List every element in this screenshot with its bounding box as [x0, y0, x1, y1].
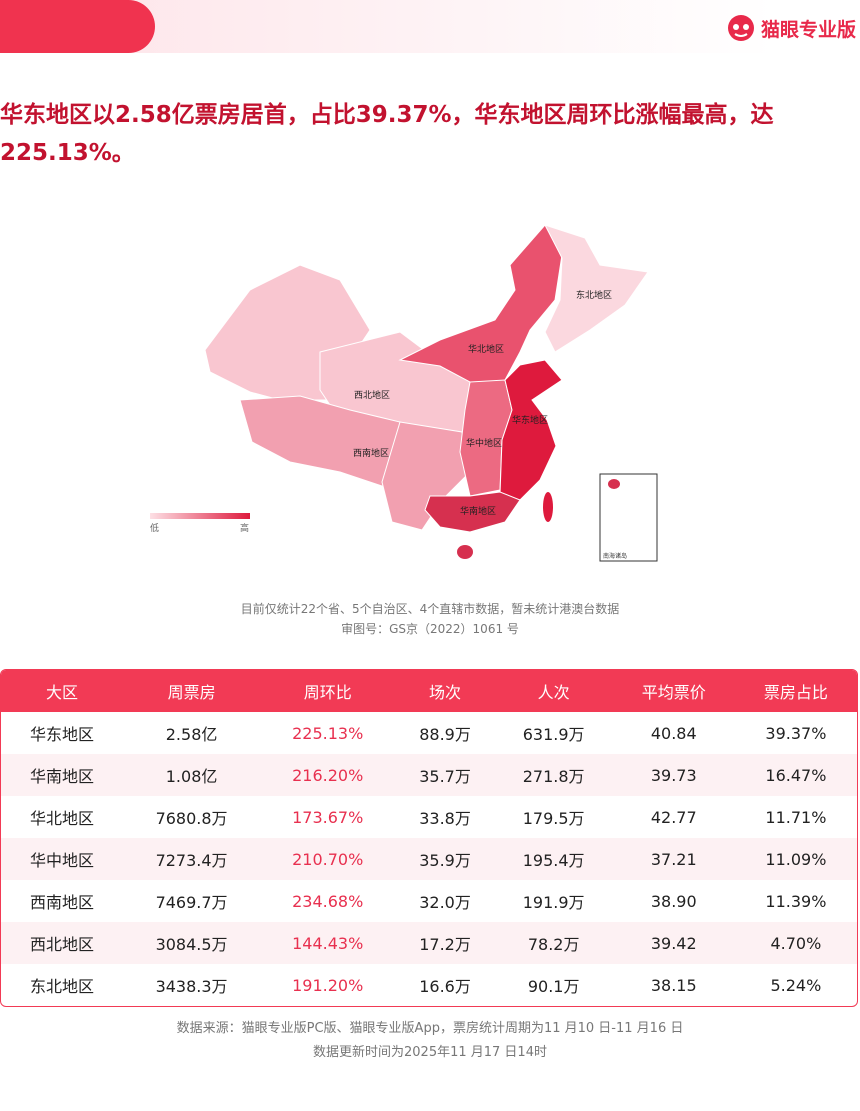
- table-cell: 11.71%: [765, 807, 827, 827]
- table-cell: 39.37%: [765, 723, 827, 743]
- headline: 华东地区以2.58亿票房居首，占比39.37%，华东地区周环比涨幅最高，达225…: [0, 102, 774, 166]
- table-cell: 195.4万: [494, 838, 613, 880]
- region-shape: [543, 492, 553, 522]
- table-cell: 234.68%: [292, 891, 364, 911]
- table-cell: 38.90: [650, 891, 697, 911]
- column-header: 周环比: [260, 670, 396, 712]
- table-cell: 631.9万: [522, 725, 585, 744]
- table-cell: 39.73: [612, 754, 735, 796]
- table-cell: 西南地区: [30, 893, 95, 912]
- table-cell: 华中地区: [1, 838, 124, 880]
- region-shape: [457, 545, 473, 559]
- table-cell: 华北地区: [30, 809, 95, 828]
- table-cell: 华东地区: [30, 725, 95, 744]
- legend-low: 低: [150, 522, 159, 534]
- region-label: 华中地区: [466, 437, 502, 449]
- column-header: 周票房: [123, 670, 261, 712]
- table-cell: 90.1万: [527, 977, 580, 996]
- table-cell: 4.70%: [734, 922, 857, 964]
- table-cell: 33.8万: [419, 809, 471, 828]
- table-cell: 210.70%: [260, 838, 396, 880]
- table-cell: 16.47%: [734, 754, 857, 796]
- map-note: 目前仅统计22个省、5个自治区、4个直辖市数据，暂未统计港澳台数据: [240, 602, 620, 616]
- table-cell: 11.39%: [765, 891, 827, 911]
- table-cell: 42.77: [650, 807, 697, 827]
- table-cell: 7680.8万: [155, 809, 228, 828]
- map-note: 审图号：GS京（2022）1061 号: [341, 622, 519, 636]
- column-header: 票房占比: [734, 670, 857, 712]
- table-cell: 2.58亿: [165, 725, 218, 744]
- inset-box: [599, 473, 658, 562]
- table-cell: 216.20%: [260, 754, 396, 796]
- table-cell: 191.9万: [522, 893, 585, 912]
- table-cell: 225.13%: [292, 723, 364, 743]
- table-row: 华北地区 7680.8万 173.67% 33.8万 179.5万 42.77 11.71%: [1, 796, 857, 838]
- legend-gradient: [150, 513, 250, 519]
- table-cell: 16.6万: [419, 977, 471, 996]
- table-cell: 32.0万: [419, 893, 471, 912]
- table-cell: 西北地区: [1, 922, 124, 964]
- footer-note: 数据更新时间为2025年11 月17 日14时: [313, 1045, 547, 1060]
- legend-high: 高: [240, 522, 249, 534]
- table-cell: 38.15: [650, 975, 697, 995]
- table-row: 西北地区 3084.5万 144.43% 17.2万 78.2万 39.42 4.70%: [1, 922, 857, 964]
- region-shape: [424, 491, 521, 533]
- region-shape: [608, 479, 620, 489]
- region-label: 华北地区: [468, 343, 504, 355]
- region-label: 华南地区: [460, 505, 496, 517]
- brand: 猫眼专业版: [727, 14, 856, 42]
- table-row: 东北地区 3438.3万 191.20% 16.6万 90.1万 38.15 5.24%: [1, 964, 857, 1006]
- region-label: 西北地区: [354, 389, 390, 401]
- table-row: 华中地区 7273.4万 210.70% 35.9万 195.4万 37.21 11.09%: [1, 838, 857, 880]
- region-label: 东北地区: [576, 289, 612, 301]
- inset-label: 南海诸岛: [603, 552, 627, 560]
- table-cell: 华南地区: [1, 754, 124, 796]
- table-row: 华南地区 1.08亿 216.20% 35.7万 271.8万 39.73 16.47%: [1, 754, 857, 796]
- table-cell: 271.8万: [494, 754, 613, 796]
- table-cell: 35.9万: [395, 838, 495, 880]
- brand-name: 猫眼专业版: [760, 18, 856, 41]
- column-header: 场次: [395, 670, 495, 712]
- column-header: 人次: [494, 670, 613, 712]
- region-shape: [543, 224, 649, 353]
- region-shape: [499, 359, 563, 501]
- table-cell: 78.2万: [494, 922, 613, 964]
- region-label: 西南地区: [353, 447, 389, 459]
- brand-icon: [727, 15, 754, 41]
- top-bar: 猫眼专业版: [0, 0, 860, 53]
- table-cell: 179.5万: [522, 809, 585, 828]
- table-cell: 11.09%: [734, 838, 857, 880]
- table-cell: 35.7万: [395, 754, 495, 796]
- tab-pill[interactable]: [0, 0, 155, 53]
- column-header: 大区: [1, 670, 124, 712]
- table-cell: 7273.4万: [123, 838, 261, 880]
- data-table: 大区 周票房 周环比 场次 人次 平均票价 票房占比华东地区 2.58亿 225.13% 88.9…: [0, 669, 858, 1007]
- footer-note: 数据来源：猫眼专业版PC版、猫眼专业版App，票房统计周期为11 月10 日-1…: [176, 1021, 684, 1036]
- table-cell: 7469.7万: [155, 893, 228, 912]
- table-row: 华东地区 2.58亿 225.13% 88.9万 631.9万 40.84 39.37%: [1, 712, 857, 754]
- region-label: 华东地区: [512, 414, 548, 426]
- table-cell: 88.9万: [419, 725, 471, 744]
- table-cell: 17.2万: [395, 922, 495, 964]
- table-cell: 3084.5万: [123, 922, 261, 964]
- table-cell: 173.67%: [292, 807, 364, 827]
- table-row: 西南地区 7469.7万 234.68% 32.0万 191.9万 38.90 11.39%: [1, 880, 857, 922]
- table-cell: 37.21: [612, 838, 735, 880]
- table-cell: 5.24%: [770, 975, 822, 995]
- table-cell: 40.84: [650, 723, 697, 743]
- table-cell: 144.43%: [260, 922, 396, 964]
- table-cell: 39.42: [612, 922, 735, 964]
- table-cell: 191.20%: [292, 975, 364, 995]
- table-cell: 1.08亿: [123, 754, 261, 796]
- table-cell: 东北地区: [30, 977, 95, 996]
- column-header: 平均票价: [612, 670, 735, 712]
- table-cell: 3438.3万: [155, 977, 228, 996]
